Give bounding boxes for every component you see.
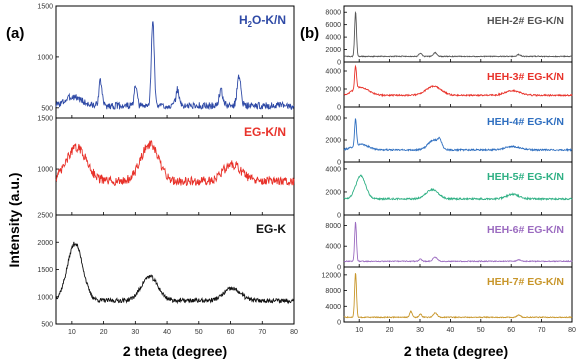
panel-a-label: (a) [6, 25, 24, 42]
y-tick-label: 2000 [325, 138, 341, 145]
x-tick-label: 60 [227, 329, 235, 336]
x-tick-label: 30 [131, 329, 139, 336]
panel-b: (b) 2 theta (degree) 02000400060008000HE… [300, 5, 576, 359]
series-line [343, 11, 573, 58]
series-label: H2O-K/N [239, 13, 286, 29]
y-tick-label: 0 [337, 160, 341, 167]
y-tick-label: 4000 [325, 166, 341, 173]
y-tick-label: 4000 [325, 69, 341, 76]
y-tick-label: 0 [337, 265, 341, 272]
series-line [343, 118, 573, 152]
y-tick-label: 0 [337, 60, 341, 67]
x-tick-label: 50 [195, 329, 203, 336]
subplot-frame [343, 266, 573, 323]
series-label: HEH-3# EG-K/N [487, 71, 564, 83]
x-tick-label: 70 [538, 327, 546, 334]
x-tick-label: 10 [355, 327, 363, 334]
x-tick-label: 10 [68, 329, 76, 336]
y-tick-label: 4000 [325, 35, 341, 42]
subplot-frame [343, 61, 573, 108]
panel-a-ylabel: Intensity (a.u.) [6, 173, 22, 268]
x-tick-label: 40 [163, 329, 171, 336]
subplot-0-1: 1000 1500 EG-K/N [37, 116, 295, 216]
y-tick-label: 1000 [37, 54, 53, 61]
y-tick-label: 1500 [37, 4, 53, 11]
panel-a: (a) Intensity (a.u.) 2 theta (degree) 50… [6, 4, 298, 360]
y-tick-label: 4000 [325, 116, 341, 123]
y-tick-label: 0 [337, 320, 341, 327]
y-tick-label: 2500 [37, 213, 53, 220]
y-tick-label: 0 [337, 105, 341, 112]
y-tick-label: 1000 [37, 294, 53, 301]
x-tick-label: 50 [477, 327, 485, 334]
series-label: EG-K/N [244, 125, 286, 139]
x-tick-label: 60 [507, 327, 515, 334]
series-label: HEH-6# EG-K/N [487, 224, 564, 236]
y-tick-label: 2000 [325, 189, 341, 196]
x-tick-label: 20 [386, 327, 394, 334]
y-tick-label: 4000 [325, 244, 341, 251]
panel-b-label: (b) [300, 25, 319, 42]
series-label: HEH-2# EG-K/N [487, 15, 564, 27]
x-tick-label: 80 [290, 329, 298, 336]
y-tick-label: 8000 [325, 10, 341, 17]
y-tick-label: 1500 [37, 116, 53, 123]
subplot-1-2: 0 2000 4000 HEH-4# EG-K/N [325, 106, 573, 167]
x-tick-label: 30 [416, 327, 424, 334]
y-tick-label: 6000 [325, 22, 341, 29]
series-line [343, 221, 573, 263]
x-tick-label: 20 [100, 329, 108, 336]
y-tick-label: 500 [41, 105, 53, 112]
y-tick-label: 4000 [325, 304, 341, 311]
series-label: HEH-7# EG-K/N [487, 276, 564, 288]
series-line [55, 139, 295, 187]
x-tick-label: 40 [447, 327, 455, 334]
series-line [55, 21, 295, 111]
subplot-1-5: 0 4000 8000 12000 HEH-7# EG-K/N [322, 266, 573, 327]
subplot-1-0: 0 2000 4000 6000 8000 HEH-2# EG-K/N [325, 5, 573, 67]
series-line [343, 174, 573, 201]
subplot-frame [343, 214, 573, 268]
x-tick-label: 70 [258, 329, 266, 336]
y-tick-label: 8000 [325, 288, 341, 295]
subplot-0-2: 500 1000 1500 2000 2500 EG-K [37, 213, 295, 329]
subplot-1-1: 0 2000 4000 HEH-3# EG-K/N [325, 61, 573, 112]
subplot-frame [343, 161, 573, 216]
y-tick-label: 1500 [37, 267, 53, 274]
y-tick-label: 0 [337, 213, 341, 220]
y-tick-label: 2000 [325, 47, 341, 54]
y-tick-label: 500 [41, 322, 53, 329]
subplot-0-0: 500 1000 1500 H2O-K/N [37, 4, 295, 119]
x-tick-label: 80 [568, 327, 576, 334]
series-label: HEH-4# EG-K/N [487, 116, 564, 128]
series-label: EG-K [256, 222, 286, 236]
series-line [343, 64, 573, 98]
y-tick-label: 2000 [325, 87, 341, 94]
subplot-1-3: 0 2000 4000 HEH-5# EG-K/N [325, 161, 573, 220]
panel-a-xlabel: 2 theta (degree) [123, 343, 227, 359]
series-line [55, 241, 295, 305]
y-tick-label: 1000 [37, 167, 53, 174]
subplot-1-4: 0 4000 8000 HEH-6# EG-K/N [325, 214, 573, 272]
series-label: HEH-5# EG-K/N [487, 171, 564, 183]
y-tick-label: 12000 [322, 272, 342, 279]
y-tick-label: 8000 [325, 223, 341, 230]
series-line [343, 273, 573, 319]
panel-b-xlabel: 2 theta (degree) [404, 343, 508, 359]
y-tick-label: 2000 [37, 240, 53, 247]
